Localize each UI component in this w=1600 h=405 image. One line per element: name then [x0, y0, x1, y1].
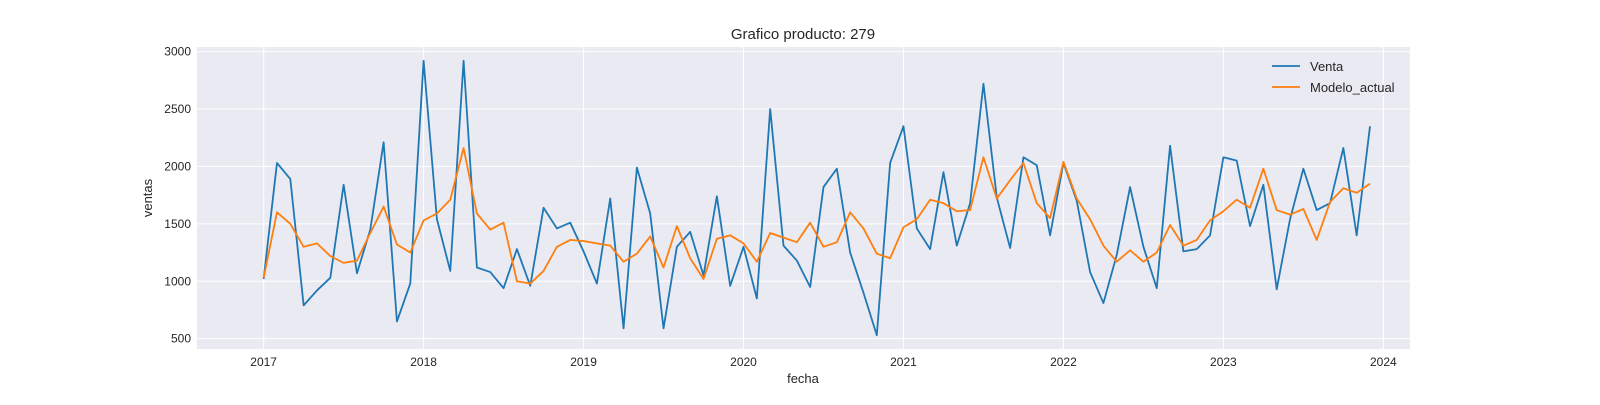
y-tick-label: 3000	[164, 45, 191, 59]
legend-label: Modelo_actual	[1310, 80, 1395, 95]
x-tick-label: 2018	[410, 355, 437, 369]
y-tick-label: 2000	[164, 159, 191, 173]
y-tick-label: 1500	[164, 217, 191, 231]
series-lines	[262, 59, 1371, 337]
chart-title: Grafico producto: 279	[731, 26, 875, 43]
y-tick-label: 500	[171, 332, 191, 346]
legend: Venta Modelo_actual	[1272, 59, 1395, 95]
x-tick-label: 2022	[1050, 355, 1077, 369]
x-tick-label: 2021	[890, 355, 917, 369]
x-tick-label: 2023	[1210, 355, 1237, 369]
series-line-modelo-actual	[262, 147, 1371, 285]
x-axis-label: fecha	[787, 371, 820, 386]
plot-area-background	[197, 47, 1410, 349]
y-axis-label: ventas	[140, 178, 155, 217]
x-tick-label: 2024	[1370, 355, 1397, 369]
y-tick-label: 2500	[164, 102, 191, 116]
series-line-venta	[262, 59, 1371, 337]
x-tick-label: 2019	[570, 355, 597, 369]
x-tick-label: 2017	[250, 355, 277, 369]
grid-lines	[197, 47, 1410, 349]
legend-label: Venta	[1310, 59, 1344, 74]
x-tick-label: 2020	[730, 355, 757, 369]
y-tick-label: 1000	[164, 274, 191, 288]
tick-labels: 2017 2018 2019 2020 2021 2022 2023 2024 500 1000 1…	[164, 45, 1397, 369]
